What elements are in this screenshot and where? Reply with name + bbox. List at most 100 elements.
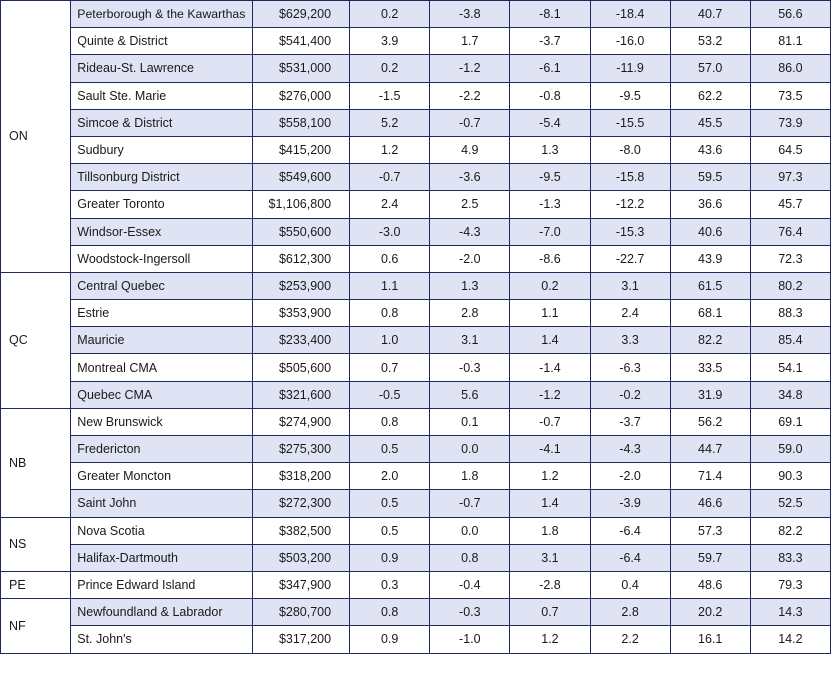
value-cell: -9.5 xyxy=(509,163,591,192)
value-cell: -0.7 xyxy=(509,407,591,437)
value-cell: 90.3 xyxy=(749,462,832,491)
value-cell: 36.6 xyxy=(669,190,751,219)
benchmark-price-cell: $541,400 xyxy=(252,27,351,56)
value-cell: 1.4 xyxy=(509,326,591,355)
value-cell: 0.2 xyxy=(349,0,431,29)
region-name: New Brunswick xyxy=(70,407,254,437)
province-label: ON xyxy=(0,0,72,273)
value-cell: -0.7 xyxy=(429,108,511,137)
value-cell: -4.3 xyxy=(589,434,671,464)
value-cell: 86.0 xyxy=(749,54,832,83)
table-row: Woodstock-Ingersoll $612,300 0.6 -2.0 -8.6 -2… xyxy=(1,244,832,273)
value-cell: 0.5 xyxy=(349,489,431,518)
value-cell: 20.2 xyxy=(669,598,751,627)
value-cell: 68.1 xyxy=(669,299,751,328)
value-cell: 0.4 xyxy=(589,570,671,600)
table-row: NB New Brunswick $274,900 0.8 0.1 -0.7 -3.7 56.… xyxy=(0,407,832,518)
table-row: Quinte & District $541,400 3.9 1.7 -3.7 -16.0… xyxy=(1,27,832,56)
value-cell: 14.3 xyxy=(749,598,832,627)
value-cell: 1.3 xyxy=(429,271,511,301)
value-cell: -5.4 xyxy=(509,108,591,137)
benchmark-price-cell: $276,000 xyxy=(252,81,351,110)
value-cell: 0.5 xyxy=(349,516,431,545)
province-label: NS xyxy=(0,516,72,572)
value-cell: 3.1 xyxy=(509,543,591,572)
benchmark-price-cell: $558,100 xyxy=(252,108,351,137)
benchmark-price-cell: $280,700 xyxy=(252,598,351,627)
value-cell: 2.2 xyxy=(589,625,671,654)
value-cell: 76.4 xyxy=(749,217,832,246)
value-cell: 0.2 xyxy=(349,54,431,83)
table-row: Halifax-Dartmouth $503,200 0.9 0.8 3.1 -6.4 59… xyxy=(1,543,832,572)
value-cell: -4.1 xyxy=(509,434,591,464)
value-cell: 81.1 xyxy=(749,27,832,56)
value-cell: 59.0 xyxy=(749,434,832,464)
value-cell: 64.5 xyxy=(749,135,832,165)
value-cell: 69.1 xyxy=(749,407,832,437)
value-cell: 73.5 xyxy=(749,81,832,110)
benchmark-price-cell: $549,600 xyxy=(252,163,351,192)
value-cell: 54.1 xyxy=(749,353,832,382)
value-cell: 2.0 xyxy=(349,462,431,491)
table-row: NF Newfoundland & Labrador $280,700 0.8 -0.3… xyxy=(0,598,832,654)
region-name: Halifax-Dartmouth xyxy=(70,543,254,572)
value-cell: -9.5 xyxy=(589,81,671,110)
value-cell: 1.1 xyxy=(509,299,591,328)
value-cell: 85.4 xyxy=(749,326,832,355)
value-cell: 1.1 xyxy=(349,271,431,301)
region-name: Mauricie xyxy=(70,326,254,355)
price-index-table: ON Peterborough & the Kawarthas $629,200 0.… xyxy=(0,0,832,654)
value-cell: -22.7 xyxy=(589,244,671,273)
value-cell: -0.5 xyxy=(349,380,431,409)
value-cell: 97.3 xyxy=(749,163,832,192)
value-cell: -12.2 xyxy=(589,190,671,219)
region-name: Fredericton xyxy=(70,434,254,464)
region-name: Tillsonburg District xyxy=(70,163,254,192)
benchmark-price-cell: $550,600 xyxy=(252,217,351,246)
table-row: Greater Moncton $318,200 2.0 1.8 1.2 -2.0 71.4… xyxy=(1,462,832,491)
value-cell: 0.6 xyxy=(349,244,431,273)
value-cell: -11.9 xyxy=(589,54,671,83)
benchmark-price-cell: $274,900 xyxy=(252,407,351,437)
benchmark-price-cell: $415,200 xyxy=(252,135,351,165)
benchmark-price-cell: $233,400 xyxy=(252,326,351,355)
value-cell: 0.2 xyxy=(509,271,591,301)
region-name: Nova Scotia xyxy=(70,516,254,545)
region-name: Greater Toronto xyxy=(70,190,254,219)
value-cell: 43.9 xyxy=(669,244,751,273)
value-cell: 3.9 xyxy=(349,27,431,56)
value-cell: 56.2 xyxy=(669,407,751,437)
value-cell: 16.1 xyxy=(669,625,751,654)
table-row: Montreal CMA $505,600 0.7 -0.3 -1.4 -6.3 33.5 5… xyxy=(1,353,832,382)
value-cell: 0.0 xyxy=(429,516,511,545)
value-cell: 3.3 xyxy=(589,326,671,355)
province-label: QC xyxy=(0,271,72,409)
value-cell: 0.3 xyxy=(349,570,431,600)
value-cell: -15.5 xyxy=(589,108,671,137)
value-cell: 31.9 xyxy=(669,380,751,409)
value-cell: -6.4 xyxy=(589,516,671,545)
region-name: St. John's xyxy=(70,625,254,654)
value-cell: -0.3 xyxy=(429,598,511,627)
value-cell: 46.6 xyxy=(669,489,751,518)
value-cell: -0.7 xyxy=(429,489,511,518)
value-cell: 83.3 xyxy=(749,543,832,572)
value-cell: 14.2 xyxy=(749,625,832,654)
value-cell: 2.8 xyxy=(429,299,511,328)
region-name: Greater Moncton xyxy=(70,462,254,491)
value-cell: -2.8 xyxy=(509,570,591,600)
region-name: Montreal CMA xyxy=(70,353,254,382)
value-cell: 0.7 xyxy=(349,353,431,382)
value-cell: 1.2 xyxy=(509,625,591,654)
benchmark-price-cell: $503,200 xyxy=(252,543,351,572)
table-row: Simcoe & District $558,100 5.2 -0.7 -5.4 -15.… xyxy=(1,108,832,137)
table-row: Mauricie $233,400 1.0 3.1 1.4 3.3 82.2 85.4 xyxy=(1,326,832,355)
value-cell: -16.0 xyxy=(589,27,671,56)
table-row: Fredericton $275,300 0.5 0.0 -4.1 -4.3 44.7 59.… xyxy=(1,434,832,464)
value-cell: 61.5 xyxy=(669,271,751,301)
value-cell: -3.7 xyxy=(509,27,591,56)
table-body: ON Peterborough & the Kawarthas $629,200 0.… xyxy=(0,0,832,654)
value-cell: -6.1 xyxy=(509,54,591,83)
region-name: Peterborough & the Kawarthas xyxy=(70,0,254,29)
benchmark-price-cell: $629,200 xyxy=(252,0,351,29)
